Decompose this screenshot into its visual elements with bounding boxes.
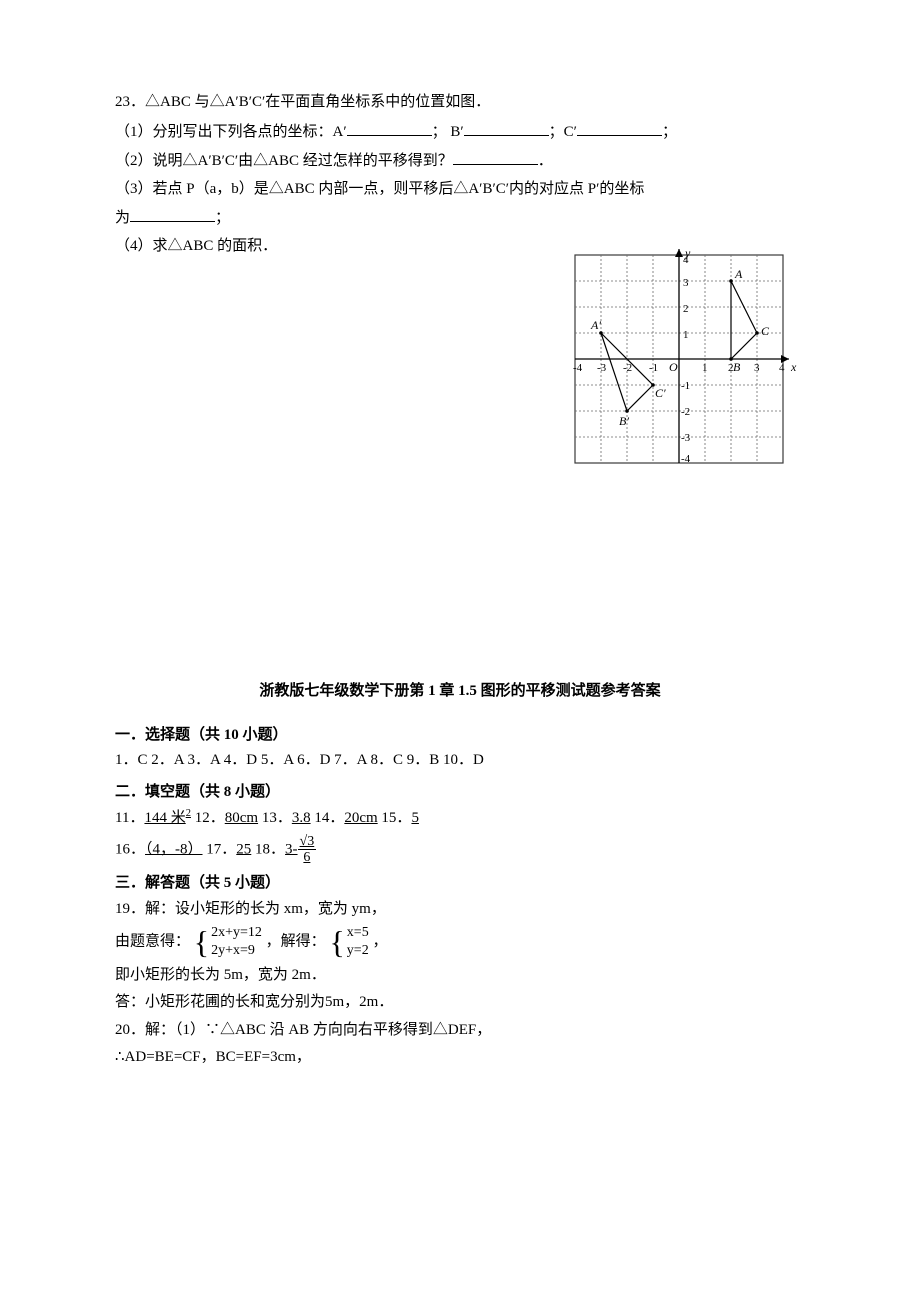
svg-text:3: 3 [683, 277, 689, 289]
section-3-head: 三．解答题（共 5 小题） [115, 871, 805, 897]
q19-sys2: { x=5 y=2 [329, 924, 368, 960]
q19-pre: 由题意得： [115, 934, 190, 950]
q23-p3a: （3）若点 P（a，b）是△ABC 内部一点，则平移后△A′B′C′内的对应点 … [115, 177, 805, 203]
ans-16: （4，-8） [145, 841, 203, 857]
svg-text:1: 1 [683, 329, 689, 341]
blank-b-prime [464, 118, 549, 136]
section-1-head: 一．选择题（共 10 小题） [115, 723, 805, 749]
svg-text:x: x [790, 360, 797, 374]
svg-text:2: 2 [683, 303, 689, 315]
q23-p2a: （2）说明△A′B′C′由△ABC 经过怎样的平移得到？ [115, 153, 453, 169]
q19-mid: ，解得： [266, 934, 326, 950]
svg-text:B′: B′ [619, 414, 629, 428]
svg-text:-1: -1 [649, 362, 658, 374]
ans-18-num: √3 [298, 834, 317, 850]
section-2-row2: 16．（4，-8） 17．25 18．3-√36 [115, 834, 805, 866]
q23-p1a: （1）分别写出下列各点的坐标：A′ [115, 124, 347, 140]
q19-sys1: { 2x+y=12 2y+x=9 [194, 924, 262, 960]
brace-icon: { [194, 926, 209, 958]
blank-how [453, 147, 538, 165]
section-2-row1: 11．144 米2 12．80cm 13．3.8 14．20cm 15．5 [115, 805, 805, 832]
q23-stem: 23．△ABC 与△A′B′C′在平面直角坐标系中的位置如图． [115, 90, 805, 116]
q19-line1: 19．解：设小矩形的长为 xm，宽为 ym， [115, 897, 805, 923]
svg-text:-2: -2 [681, 406, 690, 418]
svg-text:-4: -4 [573, 362, 583, 374]
svg-text:-3: -3 [681, 432, 691, 444]
q19-sys2a: x=5 [347, 924, 369, 942]
q20-line2: ∴AD=BE=CF，BC=EF=3cm， [115, 1045, 805, 1071]
grid-svg: -4 -3 -2 -1 1 2 3 4 4 3 2 1 -1 -2 -3 -4 … [565, 245, 805, 485]
q23-p3c: ； [215, 210, 230, 226]
q19-line4: 答：小矩形花圃的长和宽分别为5m，2m． [115, 990, 805, 1016]
ans-18-den: 6 [298, 850, 317, 865]
svg-text:y: y [684, 246, 691, 260]
q23-p1c: ；C′ [549, 124, 577, 140]
svg-text:4: 4 [779, 362, 785, 374]
q23-p1: （1）分别写出下列各点的坐标：A′ ； B′ ；C′ ； [115, 118, 805, 146]
q19-line3: 即小矩形的长为 5m，宽为 2m． [115, 963, 805, 989]
section-2-head: 二．填空题（共 8 小题） [115, 780, 805, 806]
q19-line2: 由题意得： { 2x+y=12 2y+x=9 ，解得： { x=5 y=2 ， [115, 924, 805, 960]
svg-text:3: 3 [754, 362, 760, 374]
q23-p2b: ． [538, 153, 553, 169]
brace-icon: { [329, 926, 344, 958]
blank-a-prime [347, 118, 432, 136]
ans-17: 25 [236, 841, 251, 857]
svg-text:-4: -4 [681, 453, 691, 465]
blank-c-prime [577, 118, 662, 136]
answers-title: 浙教版七年级数学下册第 1 章 1.5 图形的平移测试题参考答案 [115, 679, 805, 705]
ans-18-pre: 3- [285, 841, 298, 857]
q19-sys1a: 2x+y=12 [211, 924, 262, 942]
svg-text:C′: C′ [655, 386, 666, 400]
svg-text:-1: -1 [681, 380, 690, 392]
svg-text:A′: A′ [590, 318, 601, 332]
svg-text:-2: -2 [623, 362, 632, 374]
q23-p2: （2）说明△A′B′C′由△ABC 经过怎样的平移得到？ ． [115, 147, 805, 175]
ans-11-sup: 2 [186, 808, 191, 819]
coordinate-grid-figure: -4 -3 -2 -1 1 2 3 4 4 3 2 1 -1 -2 -3 -4 … [565, 245, 805, 485]
q19-end: ， [372, 934, 387, 950]
svg-text:-3: -3 [597, 362, 607, 374]
ans-18-frac: √36 [298, 834, 317, 866]
svg-text:A: A [734, 267, 743, 281]
ans-13: 3.8 [292, 810, 311, 826]
ans-14: 20cm [344, 810, 377, 826]
q23-p1d: ； [662, 124, 677, 140]
svg-text:B: B [733, 360, 741, 374]
svg-text:O: O [669, 360, 678, 374]
svg-text:C: C [761, 324, 770, 338]
q20-line1: 20．解：（1）∵△ABC 沿 AB 方向向右平移得到△DEF， [115, 1018, 805, 1044]
ans-11: 144 米 [144, 810, 185, 826]
q23-p3b-pre: 为 [115, 210, 130, 226]
q19-sys2b: y=2 [347, 942, 369, 960]
section-1-answers: 1．C 2．A 3．A 4．D 5．A 6．D 7．A 8．C 9．B 10．D [115, 748, 805, 774]
ans-15: 5 [411, 810, 419, 826]
ans-12: 80cm [225, 810, 258, 826]
q23-p3b: 为； [115, 204, 805, 232]
q19-sys1b: 2y+x=9 [211, 942, 262, 960]
q23-p1b: ； B′ [432, 124, 464, 140]
blank-p-prime [130, 204, 215, 222]
svg-text:1: 1 [702, 362, 708, 374]
